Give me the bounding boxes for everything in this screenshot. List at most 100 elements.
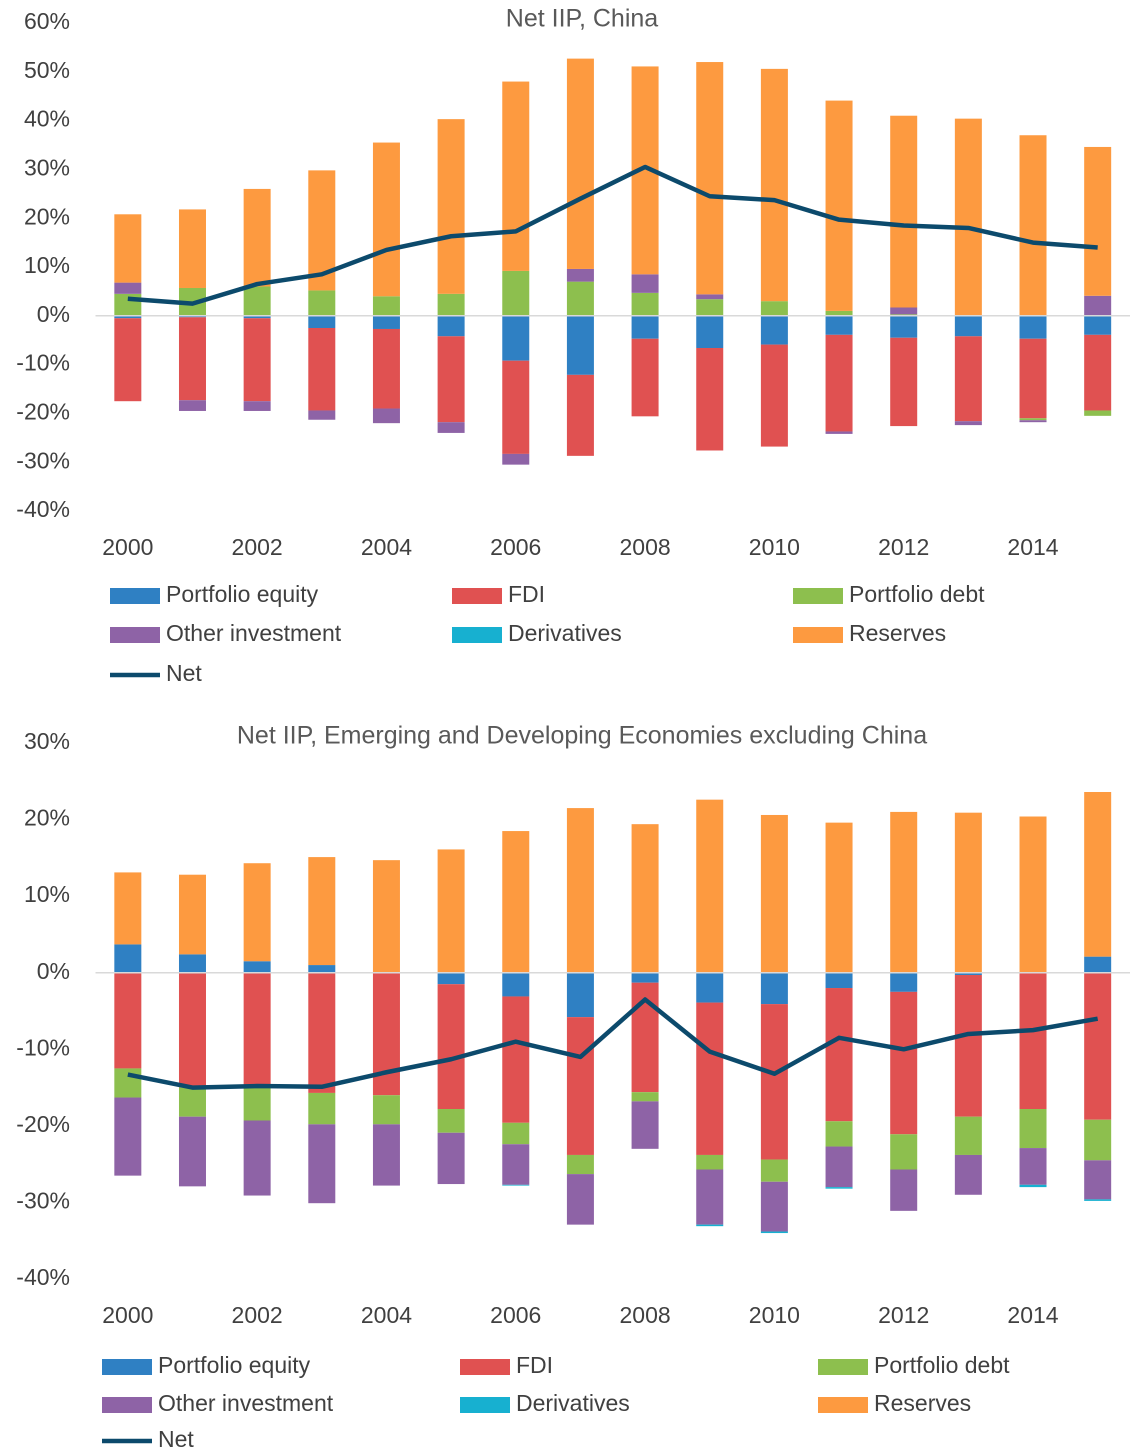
bar xyxy=(308,290,336,316)
y-tick-label: 20% xyxy=(24,805,70,831)
bar xyxy=(178,954,206,973)
y-tick-label: 10% xyxy=(24,881,70,907)
bar xyxy=(308,410,336,420)
bar xyxy=(114,315,142,319)
bar xyxy=(1084,295,1112,316)
bar xyxy=(825,1121,853,1147)
net-line xyxy=(127,997,1099,1090)
bar xyxy=(243,315,271,319)
bar xyxy=(372,296,400,316)
x-tick-label: 2002 xyxy=(232,534,283,560)
bar xyxy=(760,1231,788,1234)
bar xyxy=(825,988,853,1122)
x-tick-label: 2000 xyxy=(102,1302,153,1328)
bar xyxy=(566,808,594,973)
bar xyxy=(1084,1160,1112,1200)
y-tick-label: 0% xyxy=(37,301,70,327)
bar xyxy=(954,1154,982,1195)
x-tick-label: 2006 xyxy=(490,534,541,560)
bar xyxy=(437,315,465,337)
bar xyxy=(437,972,465,985)
bar xyxy=(954,336,982,422)
bar xyxy=(178,972,206,1088)
bar xyxy=(502,453,530,465)
x-tick-label: 2014 xyxy=(1007,1302,1058,1328)
bar xyxy=(437,1109,465,1133)
bar xyxy=(1019,135,1047,316)
bar xyxy=(502,1184,530,1186)
bar xyxy=(825,100,853,311)
bar xyxy=(566,268,594,282)
legend-label: Other investment xyxy=(166,620,342,646)
x-tick-label: 2004 xyxy=(361,1302,412,1328)
bar xyxy=(437,119,465,294)
bar xyxy=(1019,1109,1047,1149)
legend-swatch xyxy=(793,588,843,604)
legend-label: Derivatives xyxy=(516,1390,630,1416)
bar xyxy=(696,799,724,973)
bar xyxy=(954,972,982,976)
bar xyxy=(372,408,400,424)
bar xyxy=(760,344,788,447)
bar xyxy=(1084,315,1112,335)
bar xyxy=(114,1097,142,1176)
bar xyxy=(696,972,724,1003)
legend-swatch xyxy=(818,1397,868,1413)
bar xyxy=(243,1120,271,1196)
y-tick-label: 30% xyxy=(24,154,70,180)
bar xyxy=(1084,972,1112,1120)
bar xyxy=(1084,792,1112,957)
y-tick-label: 40% xyxy=(24,106,70,132)
bar xyxy=(1084,1119,1112,1161)
x-tick-label: 2012 xyxy=(878,534,929,560)
bar xyxy=(954,975,982,1117)
legend-swatch xyxy=(793,627,843,643)
x-tick-label: 2008 xyxy=(619,1302,670,1328)
bar xyxy=(502,831,530,973)
bar xyxy=(372,328,400,409)
bar xyxy=(437,293,465,316)
legend-label: Net xyxy=(166,660,202,686)
bar xyxy=(308,1092,336,1125)
bar xyxy=(308,315,336,328)
bar xyxy=(1019,315,1047,339)
y-tick-label: 20% xyxy=(24,203,70,229)
bar xyxy=(437,422,465,433)
bar xyxy=(1019,1148,1047,1185)
bar xyxy=(308,857,336,966)
y-tick-label: 50% xyxy=(24,57,70,83)
bar xyxy=(760,814,788,973)
bar xyxy=(631,274,659,293)
bar xyxy=(631,315,659,339)
bar xyxy=(243,961,271,973)
bar xyxy=(1084,1199,1112,1201)
bar xyxy=(372,1124,400,1186)
bar xyxy=(437,984,465,1110)
legend-label: Reserves xyxy=(874,1390,971,1416)
bar xyxy=(1019,420,1047,423)
bar xyxy=(178,317,206,401)
y-tick-label: 60% xyxy=(24,8,70,34)
x-tick-label: 2000 xyxy=(102,534,153,560)
legend-label: FDI xyxy=(516,1352,553,1378)
chart-title: Net IIP, Emerging and Developing Economi… xyxy=(237,722,927,750)
bar xyxy=(631,292,659,316)
bar xyxy=(308,328,336,411)
bar xyxy=(502,315,530,361)
bar xyxy=(631,338,659,417)
y-tick-label: -30% xyxy=(16,1188,70,1214)
x-tick-label: 2002 xyxy=(232,1302,283,1328)
bar xyxy=(696,294,724,300)
legend-swatch xyxy=(102,1359,152,1375)
legend-swatch xyxy=(452,627,502,643)
y-tick-label: -30% xyxy=(16,447,70,473)
bar xyxy=(760,315,788,345)
bar xyxy=(308,972,336,1093)
bar xyxy=(631,1101,659,1149)
bar xyxy=(1084,334,1112,411)
bar xyxy=(1019,338,1047,419)
bar xyxy=(890,315,918,338)
legend-swatch xyxy=(460,1359,510,1375)
bar xyxy=(696,1169,724,1225)
y-tick-label: -10% xyxy=(16,350,70,376)
